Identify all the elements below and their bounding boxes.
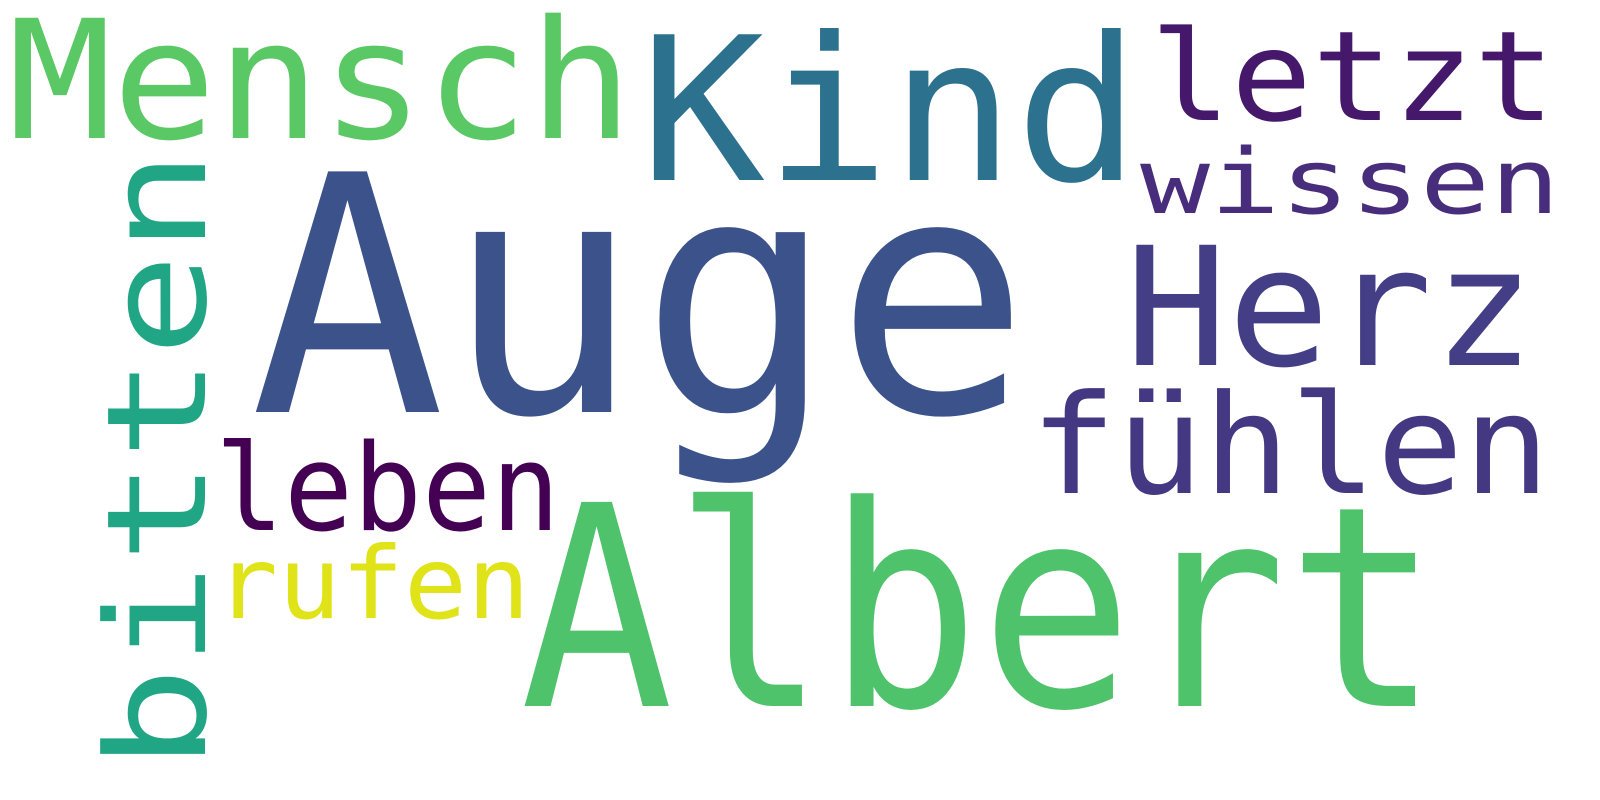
word-herz: Herz <box>1125 212 1535 404</box>
word-leben: leben <box>215 420 560 559</box>
word-rufen: rufen <box>215 525 530 642</box>
word-auge: Auge <box>250 106 1030 490</box>
word-bitten: bitten <box>77 150 238 770</box>
word-fuehlen: fühlen <box>1030 365 1550 526</box>
word-wissen: wissen <box>1140 130 1560 235</box>
word-albert: Albert <box>520 447 1440 773</box>
word-kind: Kind <box>640 0 1140 228</box>
word-mensch: Mensch <box>8 0 633 177</box>
word-letzt: letzt <box>1150 5 1555 150</box>
